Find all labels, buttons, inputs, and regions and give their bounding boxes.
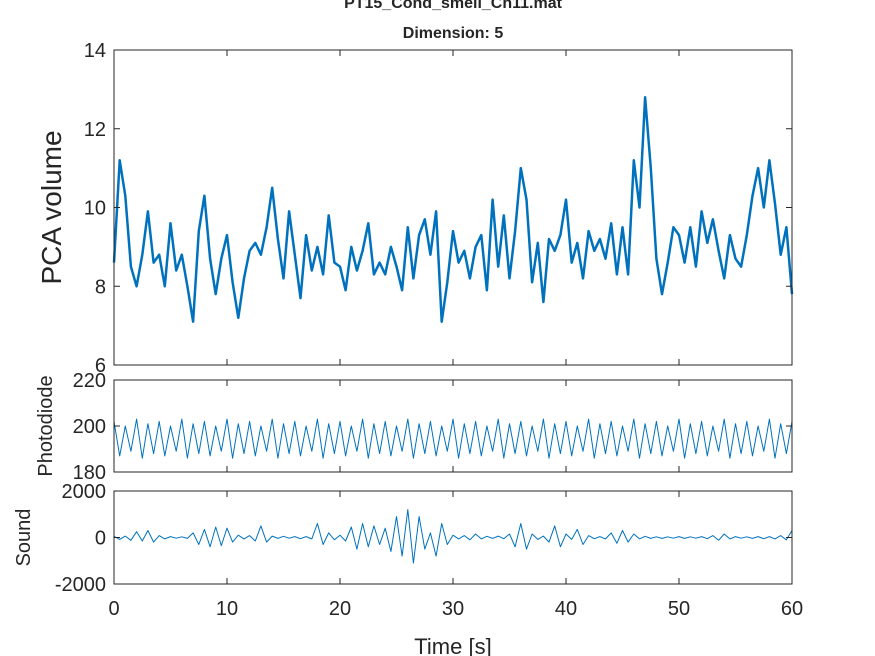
y-axis-label: PCA volume xyxy=(36,130,67,284)
data-line xyxy=(113,509,793,564)
axes-background xyxy=(114,50,792,365)
y-tick-label: -2000 xyxy=(55,574,106,596)
chart-subtitle: Dimension: 5 xyxy=(403,25,504,42)
x-axis-label: Time [s] xyxy=(414,634,491,656)
x-tick-label: 10 xyxy=(216,598,238,620)
axes-background xyxy=(114,380,792,472)
data-line xyxy=(112,96,794,323)
y-tick-label: 12 xyxy=(84,119,106,141)
y-tick-label: 8 xyxy=(95,276,106,298)
x-tick-label: 50 xyxy=(668,598,690,620)
x-tick-label: 40 xyxy=(555,598,577,620)
y-tick-label: 180 xyxy=(73,462,106,484)
y-tick-label: 0 xyxy=(95,528,106,550)
axes-background xyxy=(114,491,792,584)
y-tick-label: 2000 xyxy=(62,481,107,503)
data-line xyxy=(113,418,793,459)
y-axis-label: Sound xyxy=(13,509,35,567)
y-tick-label: 10 xyxy=(84,198,106,220)
y-tick-label: 200 xyxy=(73,416,106,438)
x-tick-label: 0 xyxy=(108,598,119,620)
x-tick-label: 30 xyxy=(442,598,464,620)
y-axis-label: Photodiode xyxy=(35,375,57,476)
y-tick-label: 220 xyxy=(73,370,106,392)
chart-title: PT15_Cond_smell_Ch11.mat xyxy=(344,0,563,12)
x-tick-label: 20 xyxy=(329,598,351,620)
y-tick-label: 6 xyxy=(95,355,106,377)
y-tick-label: 14 xyxy=(84,40,106,62)
x-tick-label: 60 xyxy=(781,598,803,620)
